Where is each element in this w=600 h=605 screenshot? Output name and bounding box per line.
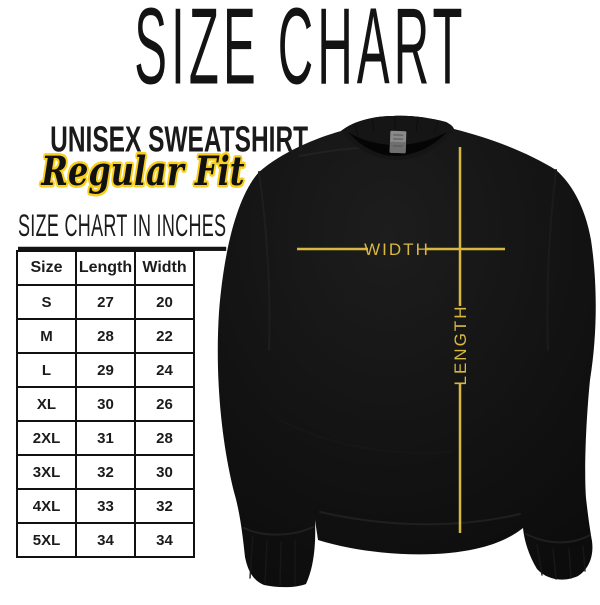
product-type-text: UNISEX SWEATSHIRT bbox=[50, 119, 309, 160]
width-cell: 34 bbox=[134, 522, 195, 558]
table-row: 3XL 32 30 bbox=[16, 454, 195, 490]
section-heading: SIZE CHART IN INCHES bbox=[18, 210, 365, 251]
length-cell: 31 bbox=[75, 420, 136, 456]
length-cell: 34 bbox=[75, 522, 136, 558]
table-row: S 27 20 bbox=[16, 284, 195, 320]
table-row: 2XL 31 28 bbox=[16, 420, 195, 456]
table-row: XL 30 26 bbox=[16, 386, 195, 422]
sweatshirt-body bbox=[217, 115, 596, 588]
size-cell: M bbox=[16, 318, 77, 354]
page-title: SIZE CHART bbox=[0, 0, 600, 100]
fit-label: Regular Fit bbox=[0, 150, 285, 194]
table-header-row: Size Length Width bbox=[16, 250, 195, 286]
fit-label-text: Regular Fit bbox=[40, 148, 245, 195]
table-row: 5XL 34 34 bbox=[16, 522, 195, 558]
size-cell: 4XL bbox=[16, 488, 77, 524]
width-cell: 22 bbox=[134, 318, 195, 354]
width-cell: 28 bbox=[134, 420, 195, 456]
size-cell: S bbox=[16, 284, 77, 320]
width-cell: 30 bbox=[134, 454, 195, 490]
length-measurement-label: LENGTH bbox=[451, 305, 470, 386]
length-cell: 29 bbox=[75, 352, 136, 388]
table-row: M 28 22 bbox=[16, 318, 195, 354]
length-cell: 33 bbox=[75, 488, 136, 524]
length-cell: 27 bbox=[75, 284, 136, 320]
collar-tag bbox=[389, 130, 407, 154]
measurement-overlay: WIDTH LENGTH bbox=[297, 147, 505, 533]
size-cell: XL bbox=[16, 386, 77, 422]
size-cell: L bbox=[16, 352, 77, 388]
width-cell: 20 bbox=[134, 284, 195, 320]
width-cell: 24 bbox=[134, 352, 195, 388]
size-cell: 3XL bbox=[16, 454, 77, 490]
table-row: 4XL 33 32 bbox=[16, 488, 195, 524]
header-cell-size: Size bbox=[16, 250, 77, 286]
length-cell: 28 bbox=[75, 318, 136, 354]
width-cell: 26 bbox=[134, 386, 195, 422]
section-heading-text: SIZE CHART IN INCHES bbox=[18, 210, 227, 251]
length-cell: 32 bbox=[75, 454, 136, 490]
header-cell-length: Length bbox=[75, 250, 136, 286]
table-row: L 29 24 bbox=[16, 352, 195, 388]
fabric-folds bbox=[243, 145, 591, 586]
size-cell: 2XL bbox=[16, 420, 77, 456]
page-title-text: SIZE CHART bbox=[133, 0, 467, 107]
size-table: Size Length Width S 27 20 M 28 22 L 29 2… bbox=[16, 250, 195, 558]
length-cell: 30 bbox=[75, 386, 136, 422]
width-measurement-label: WIDTH bbox=[364, 240, 430, 259]
product-type-heading: UNISEX SWEATSHIRT bbox=[0, 122, 308, 158]
header-cell-width: Width bbox=[134, 250, 195, 286]
collar-ribbing bbox=[354, 117, 439, 137]
collar-inner-shadow bbox=[348, 132, 447, 156]
width-cell: 32 bbox=[134, 488, 195, 524]
size-cell: 5XL bbox=[16, 522, 77, 558]
